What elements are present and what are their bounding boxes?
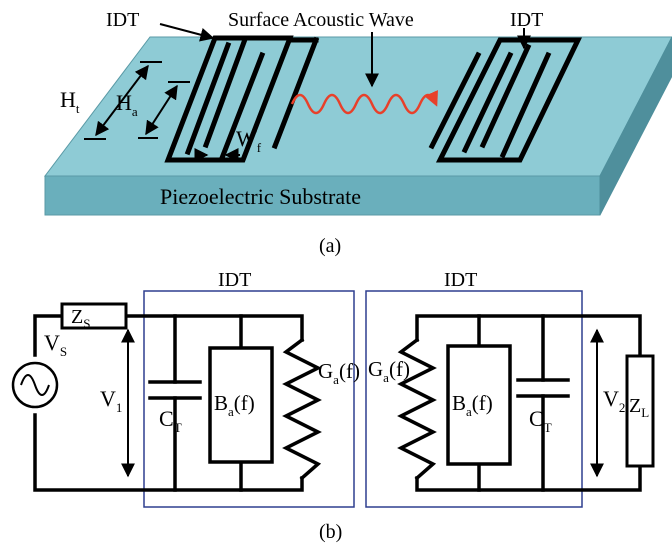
idt-left-label: IDT (106, 9, 139, 31)
sine-icon (20, 374, 50, 396)
surface-acoustic-wave (290, 89, 438, 115)
zl-label: ZL (629, 395, 649, 420)
substrate-side-face (599, 36, 672, 216)
idt-right-label: IDT (510, 9, 543, 31)
idt-left-pointer (159, 23, 215, 42)
substrate-top-face (43, 36, 672, 177)
panel-a: IDT Surface Acoustic Wave IDT Ht Ha Wf P… (43, 9, 672, 257)
v1-label: V1 (100, 386, 122, 415)
wave-label: Surface Acoustic Wave (228, 9, 414, 31)
ct-right-label: CT (529, 406, 552, 435)
ga-left-label: Ga(f) (318, 359, 360, 387)
ht-label: Ht (60, 87, 80, 116)
idt-left-box-label: IDT (218, 269, 251, 291)
panel-b: IDT IDT (11, 269, 655, 543)
zl-resistor (625, 354, 655, 468)
right-circuit (397, 314, 642, 492)
substrate-label: Piezoelectric Substrate (160, 184, 361, 209)
ht-dimension (84, 61, 162, 140)
wf-label: Wf (236, 126, 262, 155)
left-idt (164, 35, 320, 163)
zs-resistor (60, 302, 128, 330)
caption-a: (a) (319, 235, 341, 257)
idt-box-right (365, 290, 583, 508)
left-circuit (33, 314, 322, 492)
ba-right-box (446, 344, 512, 466)
right-idt (428, 37, 582, 163)
ha-label: Ha (116, 90, 138, 119)
zs-label: ZS (71, 306, 90, 331)
ha-dimension (138, 81, 190, 139)
ba-left-label: Ba(f) (214, 391, 255, 419)
v2-label: V2 (603, 386, 625, 415)
idt-right-box-label: IDT (444, 269, 477, 291)
idt-box-left (143, 290, 355, 508)
caption-b: (b) (319, 521, 342, 543)
vs-label: VS (44, 330, 67, 359)
ba-right-label: Ba(f) (452, 391, 493, 419)
ga-right-label: Ga(f) (368, 357, 410, 385)
ba-left-box (208, 346, 274, 464)
ct-left-label: CT (159, 406, 182, 435)
